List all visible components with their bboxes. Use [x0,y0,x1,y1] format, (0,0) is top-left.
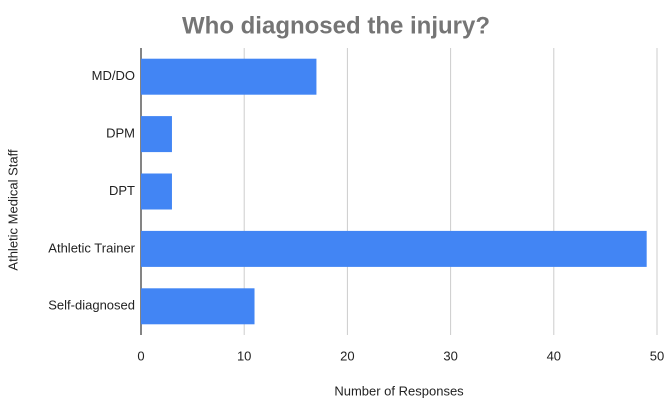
x-tick-label: 0 [137,348,144,363]
bar [141,116,172,153]
y-tick-label: Self-diagnosed [48,298,135,313]
x-tick-label: 30 [443,348,457,363]
x-tick-label: 20 [340,348,354,363]
chart-title: Who diagnosed the injury? [182,12,490,39]
bar [141,230,647,267]
y-tick-label: MD/DO [92,68,135,83]
x-tick-label: 10 [237,348,251,363]
x-tick-label: 50 [650,348,664,363]
bar [141,58,317,95]
x-tick-label: 40 [547,348,561,363]
bar [141,173,172,210]
y-tick-label: DPT [109,183,135,198]
y-tick-label: DPM [106,126,135,141]
x-axis-label: Number of Responses [334,383,464,398]
y-axis-label: Athletic Medical Staff [5,149,20,271]
y-tick-label: Athletic Trainer [48,240,135,255]
bar [141,288,255,325]
